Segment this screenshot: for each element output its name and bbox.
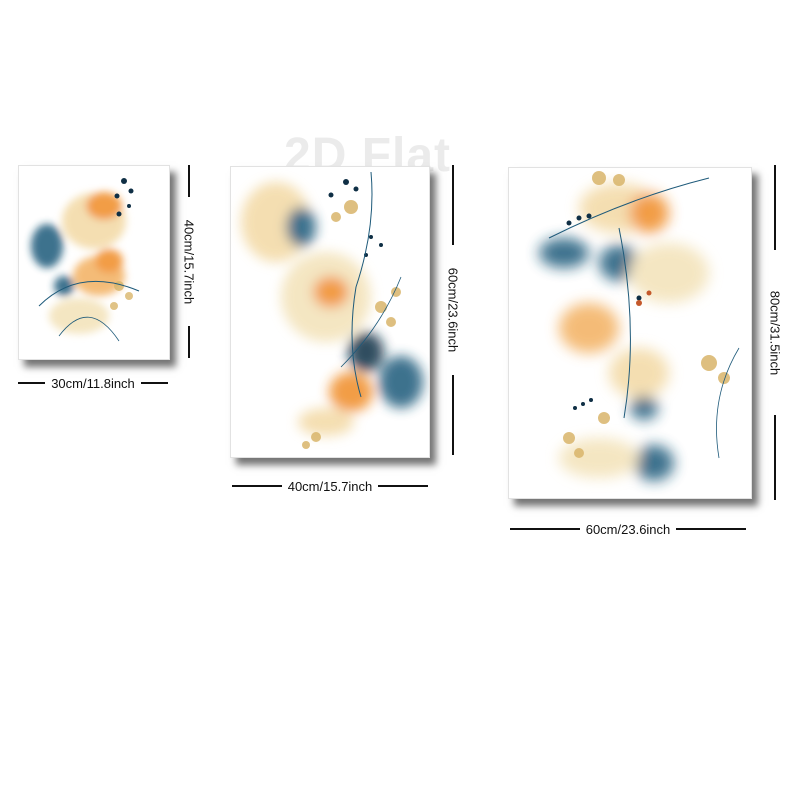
painting-large: [508, 167, 752, 499]
painting-small-height-label: 40cm/15.7inch: [181, 219, 197, 304]
painting-small-width-dimension: 30cm/11.8inch: [18, 375, 168, 391]
painting-large-height-dimension: 80cm/31.5inch: [766, 165, 784, 500]
painting-small-height-dimension: 40cm/15.7inch: [180, 165, 198, 358]
painting-small-width-label: 30cm/11.8inch: [51, 375, 135, 391]
painting-medium-art: [241, 171, 423, 449]
painting-large-art: [539, 171, 740, 481]
painting-small-art: [31, 178, 140, 342]
painting-small: [18, 165, 170, 360]
painting-medium-width-label: 40cm/15.7inch: [287, 478, 373, 494]
painting-medium: [230, 166, 430, 458]
painting-large-width-label: 60cm/23.6inch: [585, 521, 671, 537]
painting-medium-height-dimension: 60cm/23.6inch: [444, 165, 462, 455]
painting-medium-height-label: 60cm/23.6inch: [445, 267, 461, 353]
painting-large-height-label: 80cm/31.5inch: [767, 290, 783, 375]
painting-medium-width-dimension: 40cm/15.7inch: [232, 478, 428, 494]
painting-large-width-dimension: 60cm/23.6inch: [510, 521, 746, 537]
